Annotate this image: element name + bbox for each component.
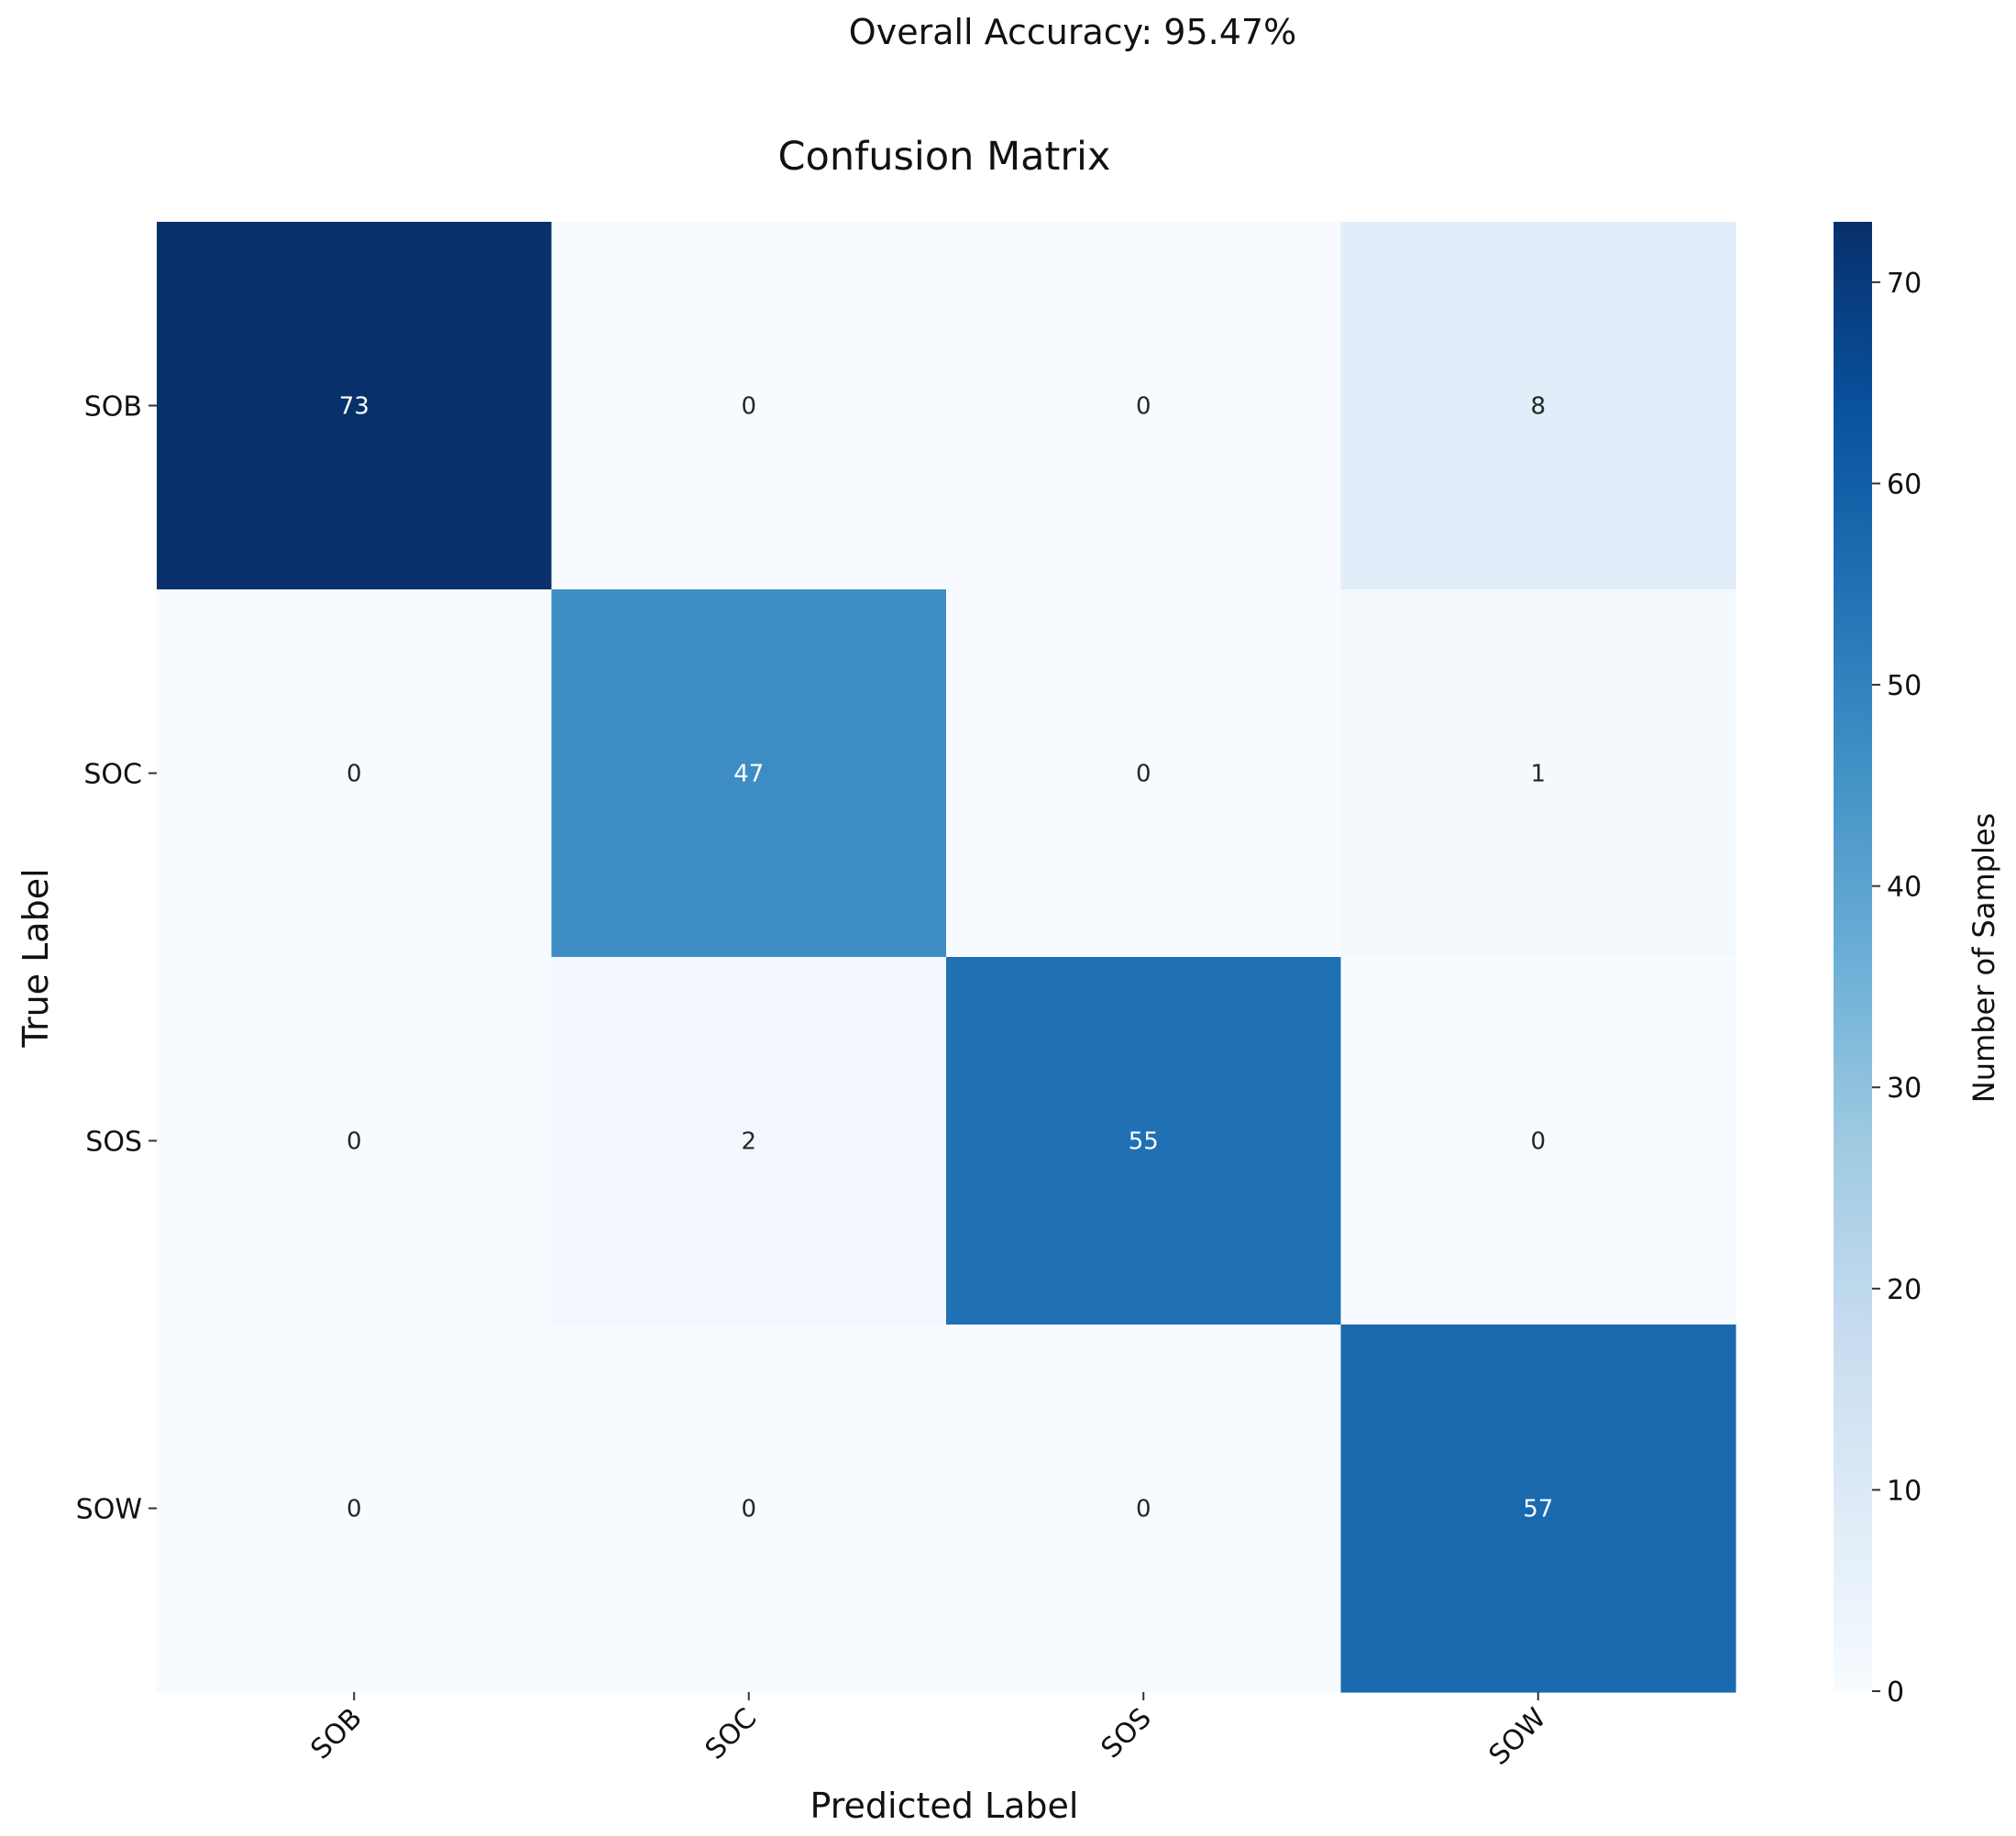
heatmap-cell <box>551 222 947 590</box>
heatmap-cells <box>157 222 1736 1693</box>
cell-value-label: 55 <box>1129 1128 1159 1156</box>
cell-value-label: 0 <box>741 1496 756 1523</box>
x-tick-label: SOB <box>304 1702 368 1765</box>
cell-value-label: 47 <box>733 761 764 788</box>
heatmap-cell-labels: 73 0 0 8 0 47 0 1 0 2 55 0 0 0 0 57 <box>339 393 1554 1523</box>
heatmap-cell <box>946 222 1342 590</box>
heatmap-cell <box>1340 589 1736 958</box>
cell-value-label: 0 <box>347 1128 362 1156</box>
heatmap-cell <box>946 957 1342 1325</box>
cell-value-label: 0 <box>1530 1128 1546 1156</box>
heatmap-cell <box>1340 957 1736 1325</box>
cell-value-label: 0 <box>347 1496 362 1523</box>
cell-value-label: 1 <box>1530 761 1546 788</box>
heatmap-cell <box>157 1325 553 1693</box>
x-axis-ticks: SOB SOC SOS SOW <box>304 1692 1552 1772</box>
y-axis-label: True Label <box>16 868 56 1048</box>
cell-value-label: 57 <box>1523 1496 1553 1523</box>
y-axis-ticks: SOB SOC SOS SOW <box>76 391 157 1526</box>
colorbar-tick-label: 10 <box>1887 1475 1922 1507</box>
colorbar <box>1834 222 1872 1691</box>
heatmap-cell <box>946 589 1342 958</box>
cell-value-label: 0 <box>741 393 756 421</box>
colorbar-ticks: 0 10 20 30 40 50 60 70 <box>1872 268 1922 1709</box>
heatmap-cell <box>946 1325 1342 1693</box>
cell-value-label: 0 <box>347 761 362 788</box>
colorbar-label: Number of Samples <box>1966 813 2001 1103</box>
chart-title: Confusion Matrix <box>778 134 1111 180</box>
heatmap-cell <box>157 222 553 590</box>
y-tick-label: SOC <box>83 759 142 791</box>
suptitle: Overall Accuracy: 95.47% <box>849 12 1296 52</box>
x-tick-label: SOW <box>1483 1702 1553 1772</box>
heatmap-cell <box>1340 222 1736 590</box>
heatmap-cell <box>551 1325 947 1693</box>
cell-value-label: 0 <box>1136 761 1151 788</box>
cell-value-label: 2 <box>741 1128 756 1156</box>
x-axis-label: Predicted Label <box>810 1786 1079 1826</box>
cell-value-label: 8 <box>1530 393 1546 421</box>
colorbar-tick-label: 0 <box>1887 1677 1904 1709</box>
heatmap-cell <box>551 589 947 958</box>
x-tick-label: SOC <box>700 1702 764 1766</box>
cell-value-label: 73 <box>339 393 369 421</box>
heatmap-cell <box>157 957 553 1325</box>
colorbar-tick-label: 70 <box>1887 268 1922 300</box>
cell-value-label: 0 <box>1136 1496 1151 1523</box>
y-tick-label: SOB <box>84 391 142 423</box>
colorbar-tick-label: 50 <box>1887 670 1922 702</box>
cell-value-label: 0 <box>1136 393 1151 421</box>
colorbar-tick-label: 20 <box>1887 1274 1922 1306</box>
heatmap-cell <box>157 589 553 958</box>
x-tick-label: SOS <box>1096 1702 1158 1765</box>
heatmap-cell <box>551 957 947 1325</box>
colorbar-tick-label: 30 <box>1887 1072 1922 1105</box>
heatmap-cell <box>1340 1325 1736 1693</box>
colorbar-tick-label: 60 <box>1887 468 1922 500</box>
y-tick-label: SOS <box>85 1127 142 1159</box>
colorbar-tick-label: 40 <box>1887 872 1922 904</box>
y-tick-label: SOW <box>76 1494 142 1526</box>
